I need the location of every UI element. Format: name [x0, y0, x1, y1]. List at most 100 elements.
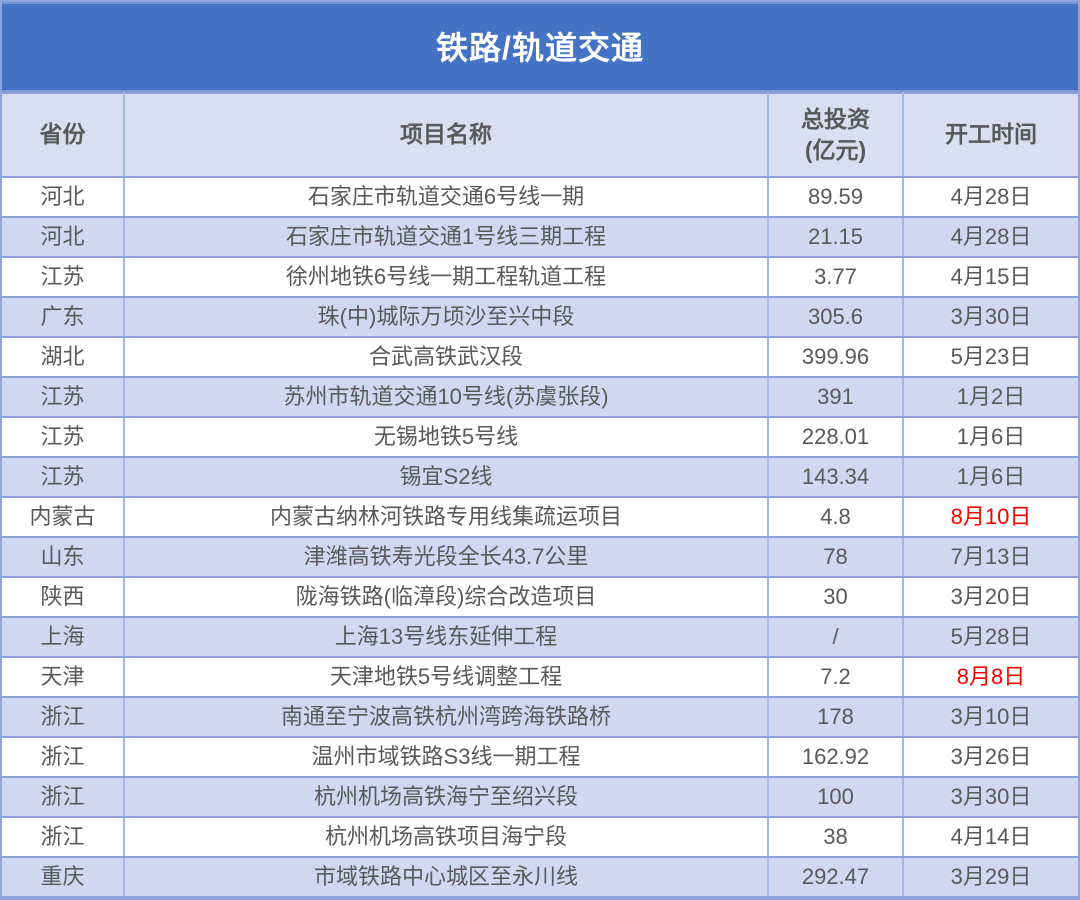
cell-investment: 4.8	[767, 496, 904, 538]
cell-start-date: 3月29日	[902, 856, 1078, 898]
table-row: 江苏 无锡地铁5号线 228.01 1月6日	[2, 416, 1078, 458]
cell-project-name: 石家庄市轨道交通1号线三期工程	[123, 216, 769, 258]
cell-project-name: 天津地铁5号线调整工程	[123, 656, 769, 698]
table-row: 江苏 徐州地铁6号线一期工程轨道工程 3.77 4月15日	[2, 256, 1078, 298]
cell-project-name: 杭州机场高铁项目海宁段	[123, 816, 769, 858]
cell-investment: 3.77	[767, 256, 904, 298]
table-row: 广东 珠(中)城际万顷沙至兴中段 305.6 3月30日	[2, 296, 1078, 338]
cell-start-date: 5月23日	[902, 336, 1078, 378]
table-row: 浙江 南通至宁波高铁杭州湾跨海铁路桥 178 3月10日	[2, 696, 1078, 738]
cell-project-name: 合武高铁武汉段	[123, 336, 769, 378]
table-row: 浙江 杭州机场高铁项目海宁段 38 4月14日	[2, 816, 1078, 858]
cell-start-date: 1月6日	[902, 456, 1078, 498]
cell-project-name: 内蒙古纳林河铁路专用线集疏运项目	[123, 496, 769, 538]
table-row: 重庆 市域铁路中心城区至永川线 292.47 3月29日	[2, 856, 1078, 898]
cell-start-date: 3月30日	[902, 776, 1078, 818]
cell-start-date: 5月28日	[902, 616, 1078, 658]
cell-investment: 178	[767, 696, 904, 738]
cell-project-name: 津潍高铁寿光段全长43.7公里	[123, 536, 769, 578]
cell-province: 浙江	[2, 776, 125, 818]
table-row: 湖北 合武高铁武汉段 399.96 5月23日	[2, 336, 1078, 378]
header-row: 省份 项目名称 总投资 (亿元) 开工时间	[2, 92, 1078, 178]
cell-start-date: 1月2日	[902, 376, 1078, 418]
table-row: 上海 上海13号线东延伸工程/5月28日	[2, 616, 1078, 658]
table-row: 山东 津潍高铁寿光段全长43.7公里 78 7月13日	[2, 536, 1078, 578]
cell-province: 江苏	[2, 376, 125, 418]
cell-project-name: 无锡地铁5号线	[123, 416, 769, 458]
cell-province: 江苏	[2, 456, 125, 498]
cell-start-date: 8月10日	[902, 496, 1078, 538]
cell-province: 上海	[2, 616, 125, 658]
cell-investment: 30	[767, 576, 904, 618]
cell-province: 浙江	[2, 816, 125, 858]
table-row: 内蒙古 内蒙古纳林河铁路专用线集疏运项目 4.8 8月10日	[2, 496, 1078, 538]
table-body: 河北 石家庄市轨道交通6号线一期 89.59 4月28日 河北 石家庄市轨道交通1号线三期…	[2, 176, 1078, 898]
cell-start-date: 1月6日	[902, 416, 1078, 458]
cell-start-date: 4月28日	[902, 176, 1078, 218]
column-header-start-date: 开工时间	[902, 92, 1078, 178]
table-title-bar: 铁路/轨道交通	[2, 2, 1078, 92]
cell-start-date: 4月14日	[902, 816, 1078, 858]
cell-investment: 89.59	[767, 176, 904, 218]
table-row: 河北 石家庄市轨道交通6号线一期 89.59 4月28日	[2, 176, 1078, 218]
cell-project-name: 苏州市轨道交通10号线(苏虞张段)	[123, 376, 769, 418]
cell-investment: 78	[767, 536, 904, 578]
cell-province: 河北	[2, 216, 125, 258]
column-header-investment: 总投资 (亿元)	[767, 92, 904, 178]
cell-project-name: 南通至宁波高铁杭州湾跨海铁路桥	[123, 696, 769, 738]
cell-start-date: 3月26日	[902, 736, 1078, 778]
column-header-project: 项目名称	[123, 92, 769, 178]
cell-investment: 228.01	[767, 416, 904, 458]
cell-project-name: 石家庄市轨道交通6号线一期	[123, 176, 769, 218]
table-row: 浙江 杭州机场高铁海宁至绍兴段 100 3月30日	[2, 776, 1078, 818]
cell-investment: 143.34	[767, 456, 904, 498]
cell-project-name: 杭州机场高铁海宁至绍兴段	[123, 776, 769, 818]
column-header-province: 省份	[2, 92, 125, 178]
cell-province: 浙江	[2, 696, 125, 738]
cell-start-date: 3月10日	[902, 696, 1078, 738]
projects-table: 省份 项目名称 总投资 (亿元) 开工时间 河北 石家庄市轨道交通6号线一期 89.…	[2, 92, 1078, 898]
cell-province: 山东	[2, 536, 125, 578]
cell-start-date: 3月30日	[902, 296, 1078, 338]
cell-province: 陕西	[2, 576, 125, 618]
cell-start-date: 3月20日	[902, 576, 1078, 618]
cell-province: 江苏	[2, 256, 125, 298]
cell-investment: 100	[767, 776, 904, 818]
table-row: 江苏 锡宜S2线 143.34 1月6日	[2, 456, 1078, 498]
cell-province: 湖北	[2, 336, 125, 378]
cell-start-date: 4月15日	[902, 256, 1078, 298]
cell-investment: 399.96	[767, 336, 904, 378]
cell-project-name: 市域铁路中心城区至永川线	[123, 856, 769, 898]
table-row: 陕西 陇海铁路(临漳段)综合改造项目 30 3月20日	[2, 576, 1078, 618]
cell-project-name: 温州市域铁路S3线一期工程	[123, 736, 769, 778]
cell-project-name: 锡宜S2线	[123, 456, 769, 498]
cell-investment: 292.47	[767, 856, 904, 898]
cell-project-name: 陇海铁路(临漳段)综合改造项目	[123, 576, 769, 618]
table-row: 河北 石家庄市轨道交通1号线三期工程 21.15 4月28日	[2, 216, 1078, 258]
cell-province: 广东	[2, 296, 125, 338]
cell-province: 河北	[2, 176, 125, 218]
page-title: 铁路/轨道交通	[436, 30, 644, 66]
cell-investment: 38	[767, 816, 904, 858]
table-row: 天津 天津地铁5号线调整工程 7.2 8月8日	[2, 656, 1078, 698]
cell-project-name: 上海13号线东延伸工程	[123, 616, 769, 658]
cell-province: 浙江	[2, 736, 125, 778]
cell-investment: 162.92	[767, 736, 904, 778]
cell-province: 重庆	[2, 856, 125, 898]
table-header: 省份 项目名称 总投资 (亿元) 开工时间	[2, 92, 1078, 178]
table-row: 浙江 温州市域铁路S3线一期工程 162.92 3月26日	[2, 736, 1078, 778]
cell-project-name: 珠(中)城际万顷沙至兴中段	[123, 296, 769, 338]
cell-investment: /	[767, 616, 904, 658]
cell-project-name: 徐州地铁6号线一期工程轨道工程	[123, 256, 769, 298]
table-row: 江苏 苏州市轨道交通10号线(苏虞张段) 391 1月2日	[2, 376, 1078, 418]
cell-start-date: 8月8日	[902, 656, 1078, 698]
cell-province: 江苏	[2, 416, 125, 458]
cell-province: 内蒙古	[2, 496, 125, 538]
cell-investment: 391	[767, 376, 904, 418]
cell-investment: 7.2	[767, 656, 904, 698]
cell-province: 天津	[2, 656, 125, 698]
cell-investment: 305.6	[767, 296, 904, 338]
cell-investment: 21.15	[767, 216, 904, 258]
cell-start-date: 4月28日	[902, 216, 1078, 258]
